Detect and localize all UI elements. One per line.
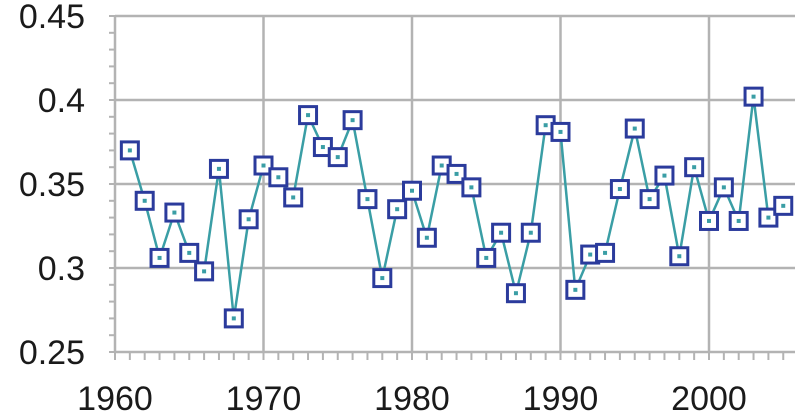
data-point-center <box>276 175 281 180</box>
tick-labels: 0.25 0.3 0.35 0.4 0.45 1960 1970 1980 1990 2000 <box>19 0 747 418</box>
y-tick-label: 0.35 <box>19 166 85 204</box>
data-point-center <box>766 215 771 220</box>
data-point-center <box>127 148 132 153</box>
data-point-center <box>707 218 711 223</box>
data-point-center <box>499 230 504 235</box>
data-point-center <box>335 155 340 160</box>
data-point-center <box>543 123 548 128</box>
data-point-center <box>395 207 400 212</box>
x-tick-label: 1980 <box>374 380 450 418</box>
data-point-center <box>380 276 385 281</box>
data-point-center <box>246 217 251 222</box>
data-point-center <box>603 250 608 255</box>
data-series <box>119 86 794 329</box>
data-point-center <box>736 218 741 223</box>
data-point-center <box>454 171 459 176</box>
data-point-center <box>320 145 325 150</box>
x-tick-label: 2000 <box>671 380 747 418</box>
axes <box>109 15 795 360</box>
data-point-center <box>231 316 236 321</box>
data-point-center <box>528 230 533 235</box>
data-point-center <box>781 203 786 208</box>
data-point-center <box>632 126 637 131</box>
data-point-center <box>410 188 414 193</box>
x-tick-label: 1960 <box>77 380 153 418</box>
x-tick-label: 1990 <box>523 380 599 418</box>
data-point-center <box>647 197 652 202</box>
data-point-center <box>172 210 177 215</box>
data-point-center <box>721 185 726 190</box>
data-point-center <box>588 252 593 257</box>
data-point-center <box>484 255 489 260</box>
data-point-center <box>350 118 355 123</box>
data-point-center <box>261 163 266 168</box>
y-tick-label: 0.4 <box>38 82 85 120</box>
data-point-center <box>513 291 518 296</box>
data-point-center <box>187 250 192 255</box>
data-point-center <box>202 269 207 274</box>
data-point-center <box>751 94 756 99</box>
data-point-center <box>306 113 311 118</box>
data-point-center <box>142 198 147 203</box>
data-point-center <box>439 163 444 168</box>
data-point-center <box>677 254 682 259</box>
data-point-center <box>469 185 474 190</box>
data-point-center <box>573 287 578 292</box>
y-tick-label: 0.25 <box>19 334 85 372</box>
data-point-center <box>216 166 221 171</box>
y-tick-label: 0.45 <box>19 0 85 36</box>
x-tick-label: 1970 <box>226 380 302 418</box>
data-point-center <box>617 187 622 192</box>
series-line <box>128 95 785 320</box>
data-point-center <box>291 195 296 200</box>
data-point-center <box>662 173 667 178</box>
data-point-center <box>558 129 563 134</box>
data-point-center <box>424 235 429 240</box>
data-point-center <box>365 197 370 202</box>
y-tick-label: 0.3 <box>38 250 85 288</box>
data-point-center <box>692 165 697 170</box>
data-point-center <box>157 255 162 260</box>
